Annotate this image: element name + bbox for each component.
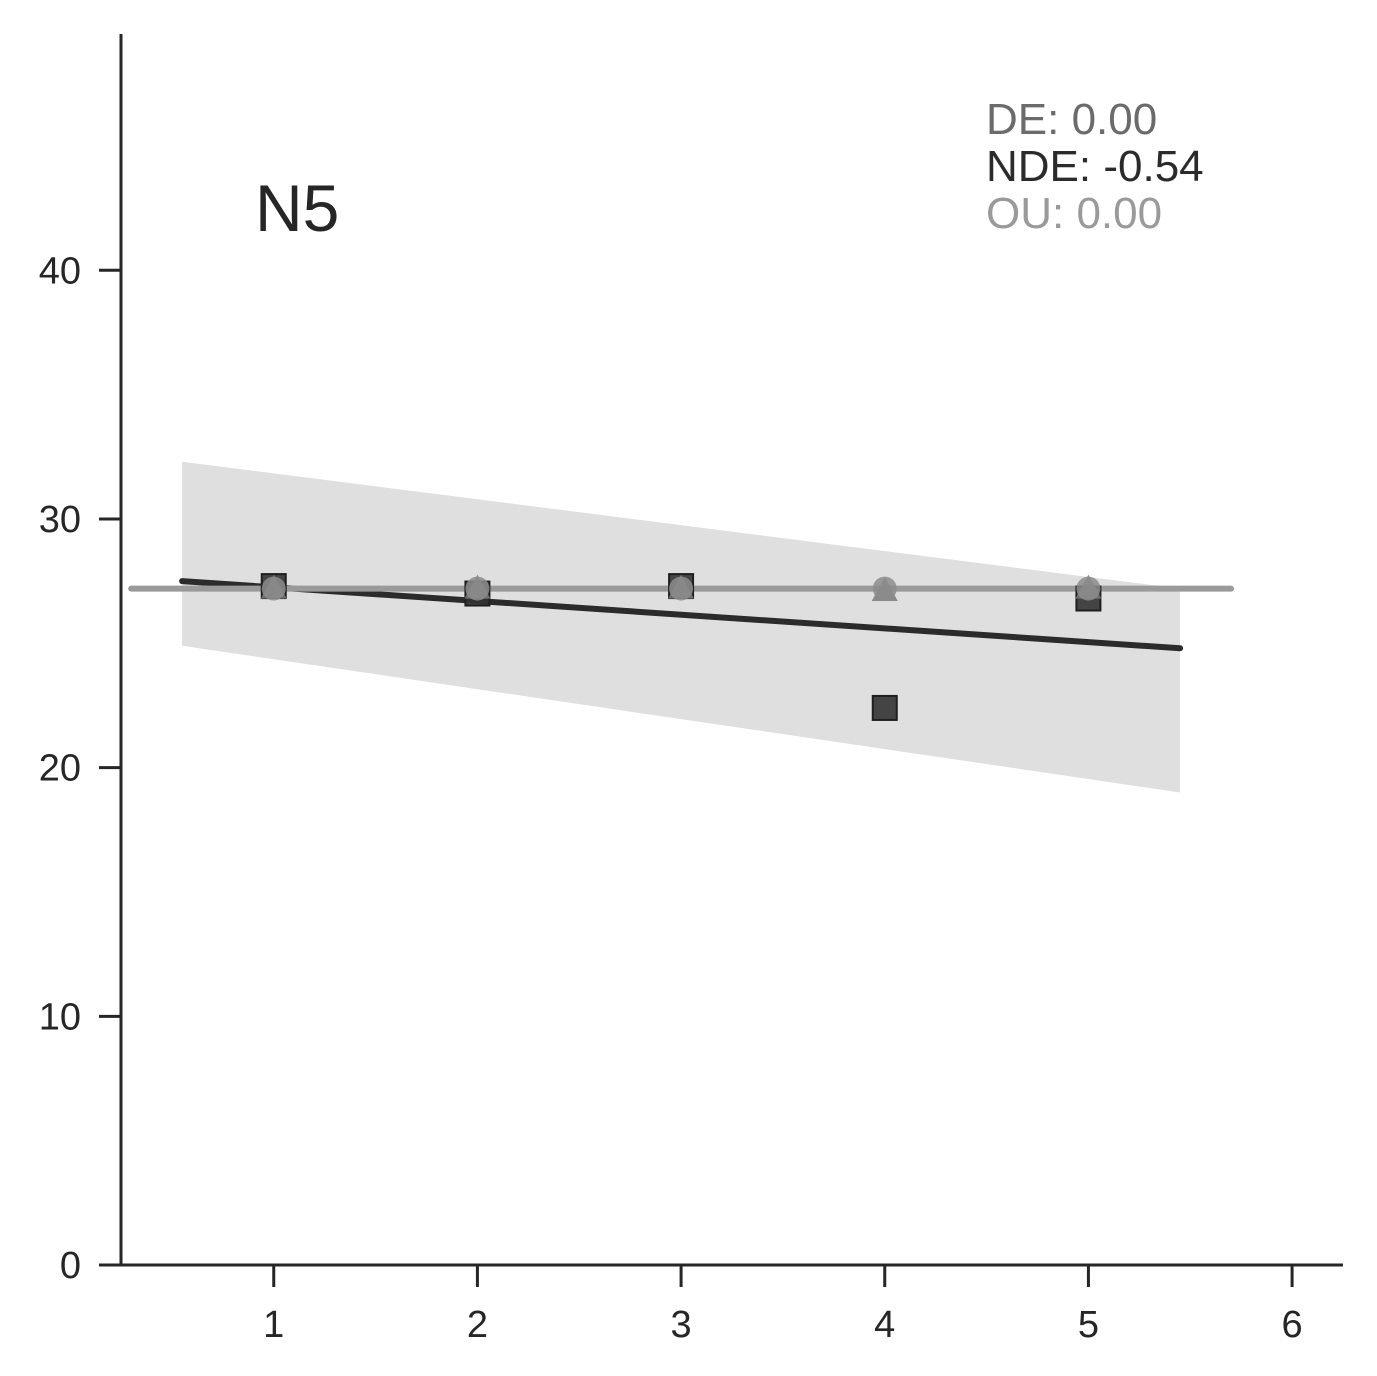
x-tick-label-2: 2 (467, 1304, 488, 1346)
y-tick-label-0: 0 (60, 1245, 81, 1287)
axes (119, 34, 1343, 1267)
confidence-band-0 (182, 461, 1181, 793)
data-point-circle-1 (261, 576, 286, 601)
y-tick-label-30: 30 (39, 499, 81, 541)
y-tick-label-40: 40 (39, 250, 81, 292)
data-point-circle-3 (669, 576, 694, 601)
y-tick-label-20: 20 (39, 748, 81, 790)
data-point-circle-2 (465, 576, 490, 601)
data-point-circle-5 (1076, 576, 1101, 601)
data-point-square-4 (871, 694, 898, 721)
panel-title: N5 (255, 171, 339, 245)
x-tick-label-3: 3 (671, 1304, 692, 1346)
x-tick-label-1: 1 (263, 1304, 284, 1346)
y-tick-label-10: 10 (39, 996, 81, 1038)
confidence-band-layer (182, 461, 1181, 793)
stat-annotation-2: OU: 0.00 (986, 189, 1162, 238)
tick-marks: 1 2 3 4 5 6 0 10 20 30 40 (39, 250, 1303, 1346)
data-point-layer (260, 573, 1102, 721)
fit-line-square (179, 578, 1184, 652)
stat-annotation-0: DE: 0.00 (986, 95, 1157, 144)
x-tick-label-5: 5 (1078, 1304, 1099, 1346)
data-point-circle-4 (872, 576, 897, 601)
x-tick-label-4: 4 (874, 1304, 895, 1346)
x-tick-label-6: 6 (1282, 1304, 1303, 1346)
stat-annotation-1: NDE: -0.54 (986, 142, 1204, 191)
